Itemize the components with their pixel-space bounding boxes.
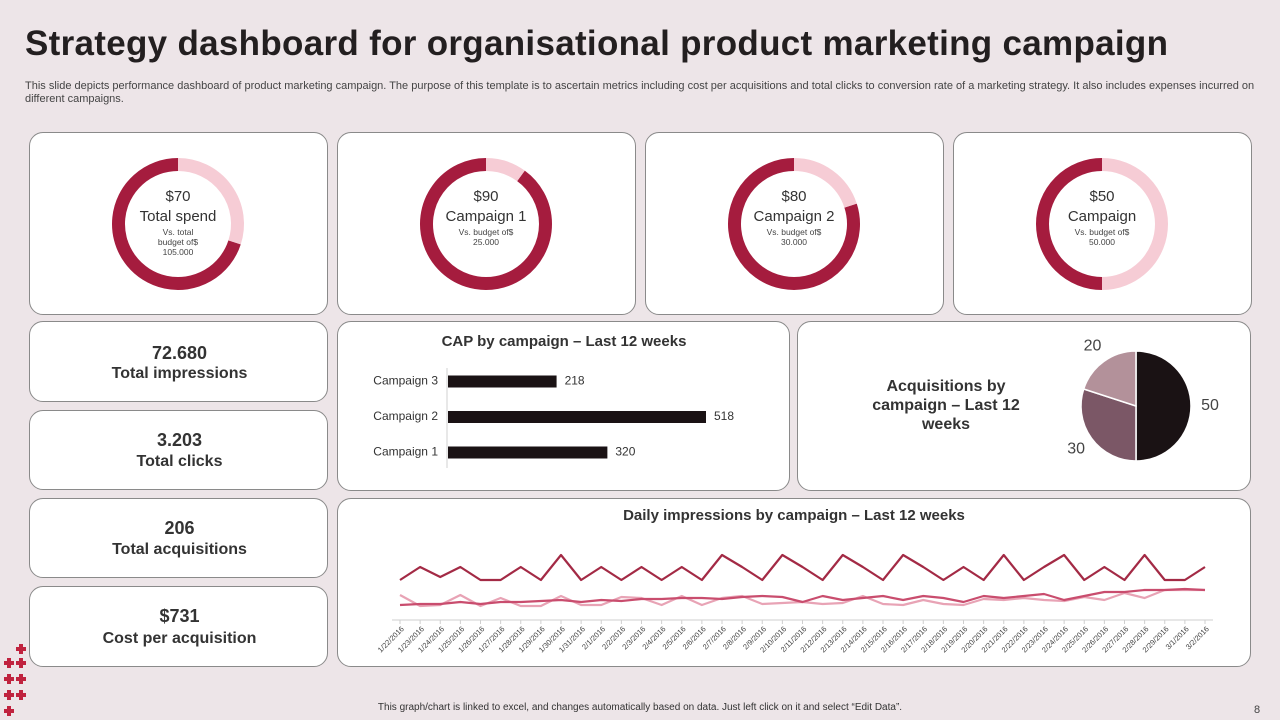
donut-note: Vs. total budget of$ 105.000 [157, 227, 199, 257]
chart-title: Acquisitions by campaign – Last 12 weeks [872, 378, 1020, 433]
card [337, 498, 1251, 667]
kpi-value: 206 [164, 518, 195, 538]
kpi-card: 206 Total acquisitions [29, 498, 328, 578]
kpi-card: $731 Cost per acquisition [29, 586, 328, 667]
card [337, 321, 790, 491]
kpi-value: $731 [159, 606, 200, 626]
kpi-value: 72.680 [151, 343, 208, 363]
donut-title: Campaign [1067, 208, 1137, 225]
donut-value: $70 [165, 188, 191, 205]
footer: This graph/chart is linked to excel, and… [377, 702, 903, 713]
donut-note: Vs. budget of$ 50.000 [1074, 227, 1130, 247]
page-number: 8 [1254, 704, 1261, 716]
kpi-card: 3.203 Total clicks [29, 410, 328, 490]
donut-value: $80 [781, 188, 807, 205]
donut-title: Campaign 2 [753, 208, 835, 225]
kpi-label: Total acquisitions [112, 541, 247, 558]
donut-value: $50 [1089, 188, 1115, 205]
donut-title: Campaign 1 [445, 208, 527, 225]
kpi-label: Cost per acquisition [102, 630, 257, 647]
donut-note: Vs. budget of$ 25.000 [458, 227, 514, 247]
kpi-value: 3.203 [156, 430, 203, 450]
kpi-card: 72.680 Total impressions [29, 321, 328, 402]
slide-subtitle: This slide depicts performance dashboard… [25, 80, 1255, 105]
kpi-label: Total impressions [111, 365, 248, 382]
donut-note: Vs. budget of$ 30.000 [766, 227, 822, 247]
slide-title: Strategy dashboard for organisational pr… [25, 24, 1169, 63]
donut-title: Total spend [139, 208, 217, 225]
kpi-label: Total clicks [136, 453, 223, 470]
donut-value: $90 [473, 188, 499, 205]
